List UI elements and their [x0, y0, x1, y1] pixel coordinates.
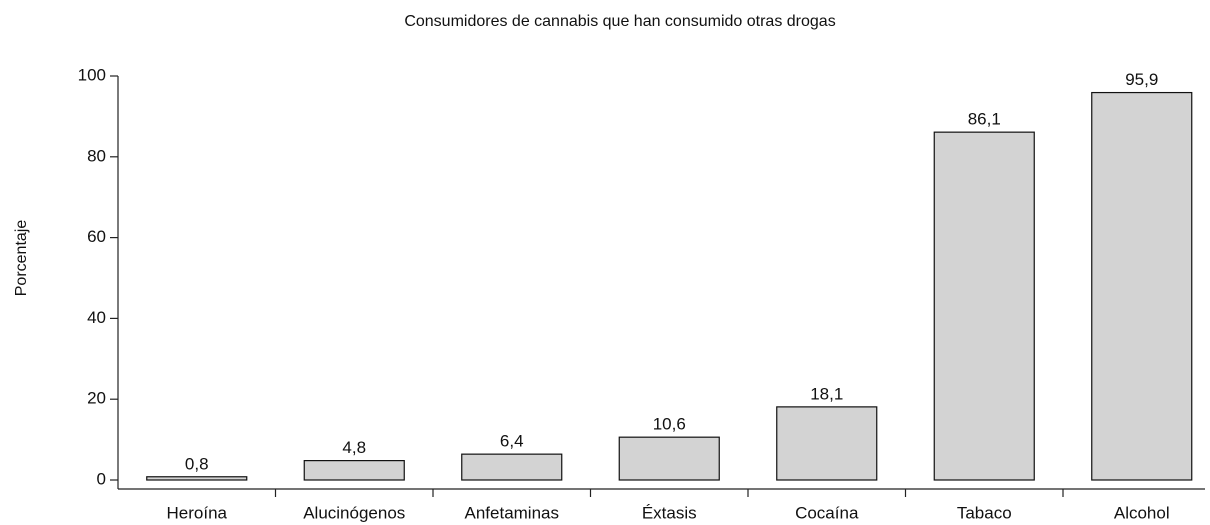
x-tick-label: Heroína [167, 503, 228, 522]
bar [776, 406, 878, 481]
y-tick-label: 80 [87, 146, 106, 165]
y-tick-label: 20 [87, 389, 106, 408]
value-label: 18,1 [810, 384, 843, 403]
x-tick-label: Éxtasis [642, 503, 697, 522]
y-tick-label: 40 [87, 308, 106, 327]
y-tick-label: 0 [97, 469, 106, 488]
value-label: 0,8 [185, 454, 209, 473]
chart-title: Consumidores de cannabis que han consumi… [404, 13, 835, 30]
x-tick-label: Alucinógenos [303, 503, 405, 522]
x-tick-label: Cocaína [795, 503, 859, 522]
bar [303, 460, 405, 481]
bar [933, 131, 1035, 481]
value-label: 86,1 [968, 110, 1001, 129]
x-tick-label: Anfetaminas [465, 503, 560, 522]
bar [461, 453, 563, 481]
bar [146, 476, 248, 481]
x-tick-label: Tabaco [957, 503, 1012, 522]
y-axis-label: Porcentaje [13, 220, 30, 297]
y-tick-label: 100 [78, 65, 106, 84]
x-tick-label: Alcohol [1114, 503, 1170, 522]
y-tick-label: 60 [87, 227, 106, 246]
bar [618, 436, 720, 481]
value-label: 10,6 [653, 415, 686, 434]
bar [1091, 91, 1193, 481]
value-label: 95,9 [1125, 70, 1158, 89]
value-label: 6,4 [500, 432, 524, 451]
value-label: 4,8 [342, 438, 366, 457]
